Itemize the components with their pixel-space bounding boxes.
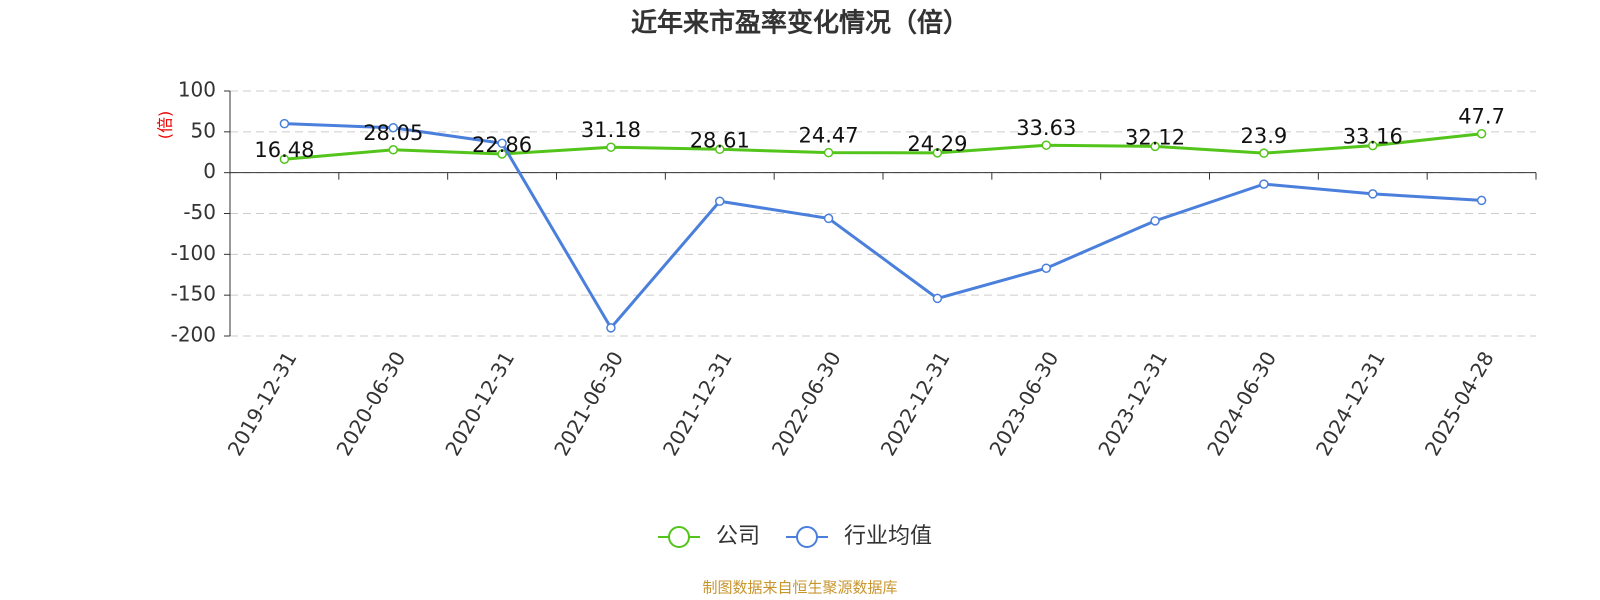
y-tick-label: 100	[178, 78, 216, 102]
point	[1368, 189, 1378, 199]
point	[497, 138, 507, 149]
legend-marker	[796, 526, 818, 548]
data-label: 33.63	[1016, 116, 1076, 140]
series-line	[284, 132, 1482, 161]
point	[1476, 128, 1487, 139]
point	[279, 154, 290, 164]
source-note: 制图数据来自恒生聚源数据库	[702, 579, 897, 597]
data-label: 24.29	[907, 132, 967, 156]
point	[715, 196, 725, 206]
x-tick-label: 2022-12-31	[876, 347, 955, 460]
point	[1150, 216, 1160, 226]
chart-title: 近年来市盈率变化情况（倍）	[631, 8, 969, 39]
point	[932, 293, 943, 304]
point	[715, 144, 725, 155]
x-tick-label: 2022-06-30	[767, 347, 846, 460]
point	[279, 118, 290, 129]
point	[1041, 263, 1051, 273]
y-axis-label: (倍)	[156, 111, 175, 140]
point	[388, 123, 398, 133]
x-tick-label: 2023-06-30	[984, 347, 1063, 460]
y-tick-label: 0	[203, 159, 216, 183]
data-label: 22.86	[472, 133, 532, 157]
point	[823, 213, 834, 224]
x-tick-label: 2024-06-30	[1202, 347, 1281, 460]
point	[1476, 195, 1487, 206]
point	[606, 142, 616, 152]
y-tick-label: -150	[171, 282, 216, 306]
x-tick-label: 2020-06-30	[331, 347, 410, 460]
point	[388, 145, 398, 155]
point	[606, 323, 616, 333]
data-label: 28.61	[690, 128, 750, 152]
x-tick-label: 2020-12-31	[440, 347, 519, 460]
data-label: 47.7	[1458, 105, 1505, 129]
y-tick-label: -100	[171, 241, 216, 265]
point	[1368, 140, 1378, 151]
x-tick-label: 2023-12-31	[1093, 347, 1172, 460]
point	[1259, 179, 1269, 189]
data-label: 16.48	[254, 138, 314, 162]
legend-label: 行业均值	[844, 524, 932, 549]
point	[932, 148, 943, 158]
point	[1041, 140, 1051, 150]
data-label: 23.9	[1241, 124, 1288, 148]
y-tick-label: 50	[191, 118, 216, 142]
legend-marker	[668, 526, 690, 548]
legend-label: 公司	[716, 524, 760, 549]
x-tick-label: 2021-12-31	[658, 347, 737, 460]
legend: 公司 行业均值	[658, 524, 932, 549]
data-label: 32.12	[1125, 125, 1185, 149]
point	[1150, 141, 1160, 152]
x-tick-label: 2021-06-30	[549, 347, 628, 460]
point	[823, 147, 834, 158]
y-tick-label: -50	[183, 200, 216, 224]
series-line	[284, 122, 1482, 331]
data-label: 24.47	[799, 124, 859, 148]
x-tick-label: 2024-12-31	[1311, 347, 1390, 460]
y-tick-label: -200	[171, 323, 216, 347]
x-tick-label: 2019-12-31	[223, 347, 302, 460]
data-label: 33.16	[1343, 125, 1403, 149]
x-tick-label: 2025-04-28	[1420, 347, 1499, 460]
point	[1259, 148, 1269, 158]
point	[497, 149, 507, 159]
data-label: 31.18	[581, 118, 641, 142]
data-label: 28.05	[363, 121, 423, 145]
